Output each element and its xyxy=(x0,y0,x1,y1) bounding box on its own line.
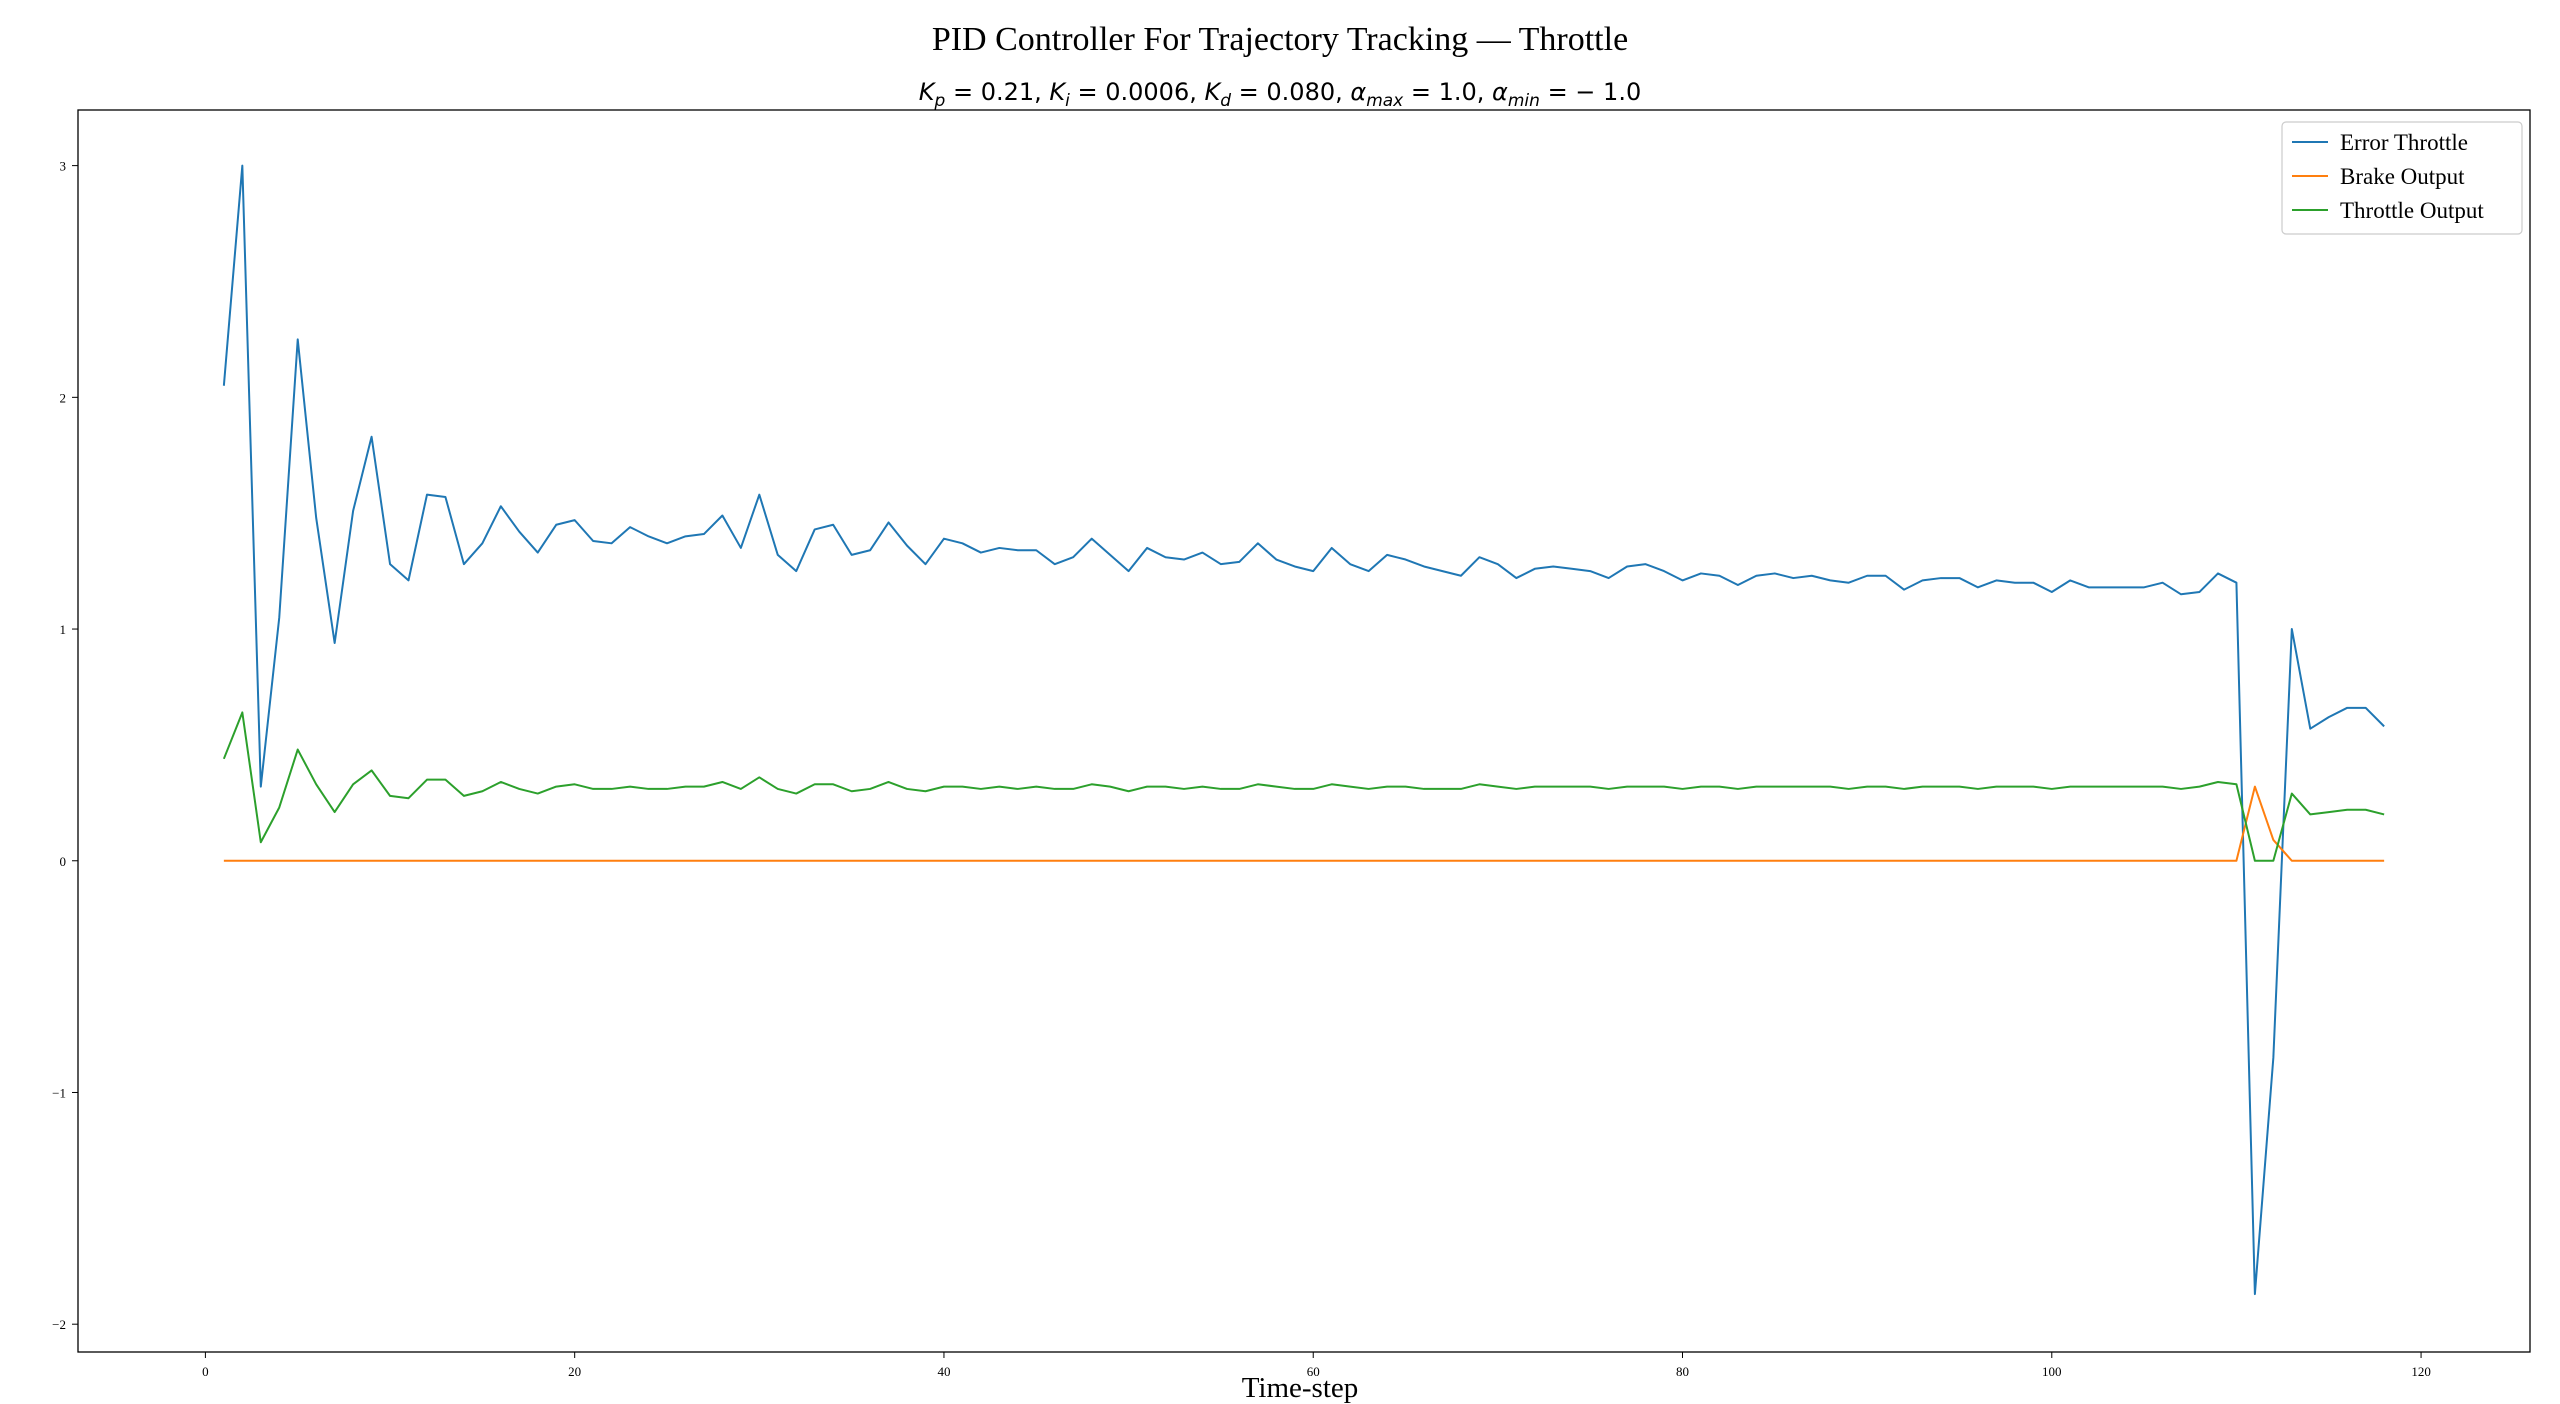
legend-box xyxy=(2281,121,2523,235)
subtitle-value: = 0.0006, xyxy=(1070,78,1205,106)
subtitle-symbol: α xyxy=(1492,78,1508,106)
y-tick-label: 2 xyxy=(60,390,67,405)
subtitle-value: = − 1.0 xyxy=(1540,78,1641,106)
series-line-brake-output xyxy=(223,785,2385,862)
axes-frame xyxy=(77,109,2531,1353)
subtitle-subscript: max xyxy=(1366,91,1404,111)
x-tick-label: 40 xyxy=(937,1364,950,1379)
y-tick-label: 0 xyxy=(60,854,67,869)
subtitle-symbol: K xyxy=(1204,78,1222,106)
x-tick-label: 120 xyxy=(2411,1364,2431,1379)
legend-label: Brake Output xyxy=(2340,164,2465,189)
x-tick-label: 80 xyxy=(1676,1364,1689,1379)
series-line-error-throttle xyxy=(222,164,2385,1296)
y-axis: −2 −1 0 1 2 3 xyxy=(52,159,78,1332)
y-tick-label: −1 xyxy=(52,1085,66,1100)
subtitle-subscript: min xyxy=(1508,91,1540,111)
subtitle-value: = 1.0, xyxy=(1403,78,1492,106)
subtitle-symbol: α xyxy=(1350,78,1366,106)
x-tick-label: 20 xyxy=(568,1364,581,1379)
y-tick-label: 1 xyxy=(60,622,67,637)
subtitle-symbol: K xyxy=(919,78,937,106)
x-tick-label: 0 xyxy=(202,1364,209,1379)
legend-label: Throttle Output xyxy=(2340,198,2484,223)
chart-title: PID Controller For Trajectory Tracking —… xyxy=(932,21,1628,58)
chart-subtitle: Kp = 0.21, Ki = 0.0006, Kd = 0.080, αmax… xyxy=(919,78,1641,111)
subtitle-subscript: d xyxy=(1220,91,1231,111)
subtitle-subscript: i xyxy=(1065,91,1070,111)
subtitle-value: = 0.080, xyxy=(1231,78,1350,106)
legend-label: Error Throttle xyxy=(2340,130,2468,155)
series-line-throttle-output xyxy=(222,711,2385,862)
x-tick-label: 60 xyxy=(1307,1364,1320,1379)
y-tick-label: 3 xyxy=(60,159,67,174)
subtitle-symbol: K xyxy=(1049,78,1067,106)
subtitle-subscript: p xyxy=(934,91,946,111)
x-tick-label: 100 xyxy=(2042,1364,2062,1379)
legend: Error Throttle Brake Output Throttle Outpu… xyxy=(2281,121,2523,235)
subtitle-value: = 0.21, xyxy=(945,78,1049,106)
y-tick-label: −2 xyxy=(52,1317,66,1332)
plot-area xyxy=(222,164,2385,1296)
x-axis: 0 20 40 60 80 100 120 xyxy=(202,1352,2431,1379)
x-axis-label: Time-step xyxy=(1242,1372,1359,1404)
